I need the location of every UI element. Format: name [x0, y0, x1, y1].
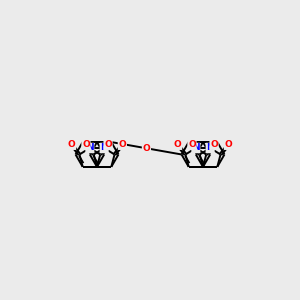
Text: O: O: [82, 140, 90, 149]
Text: O: O: [224, 140, 232, 149]
Text: O: O: [210, 140, 218, 149]
Text: O: O: [118, 140, 126, 149]
Text: N: N: [206, 143, 214, 152]
Text: O: O: [174, 140, 182, 149]
Text: O: O: [68, 140, 76, 149]
Text: O: O: [142, 144, 150, 153]
Text: N: N: [100, 143, 108, 152]
Text: O: O: [188, 140, 196, 149]
Text: N: N: [86, 143, 94, 152]
Text: O: O: [104, 140, 112, 149]
Text: N: N: [192, 143, 200, 152]
